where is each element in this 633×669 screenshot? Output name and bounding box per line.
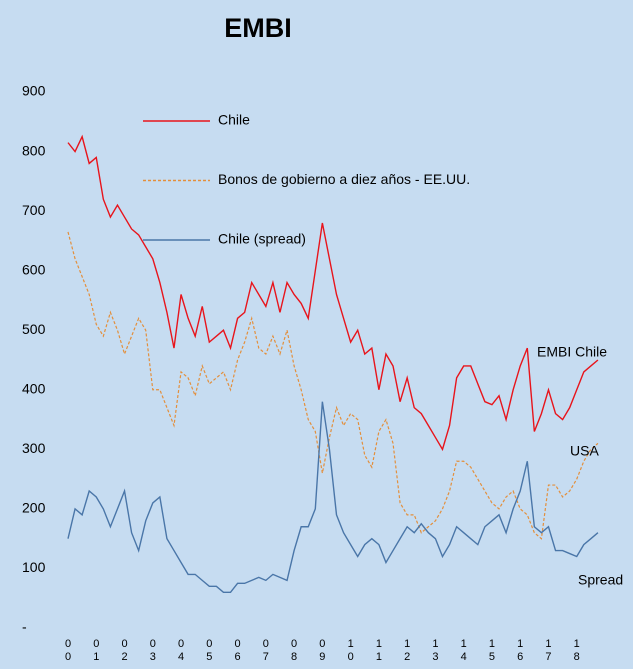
x-tick-label: 08 (288, 638, 301, 664)
x-tick-label: 16 (514, 638, 527, 664)
y-tick-label: 900 (22, 83, 46, 99)
y-tick-label: 400 (22, 380, 46, 396)
chart-title: EMBI (224, 13, 292, 43)
x-tick-label: 02 (118, 638, 131, 664)
x-tick-label: 05 (203, 638, 216, 664)
line-series (67, 401, 599, 593)
x-tick-label: 15 (485, 638, 498, 664)
y-tick-label: - (22, 619, 27, 635)
x-tick-label: 04 (175, 638, 188, 664)
x-tick-label: 07 (259, 638, 272, 664)
annotation: EMBI Chile (537, 344, 607, 360)
x-tick-label: 06 (231, 638, 244, 664)
x-tick-label: 00 (62, 638, 74, 664)
line-series (67, 134, 599, 452)
y-tick-label: 500 (22, 321, 46, 337)
y-tick-label: 600 (22, 261, 46, 277)
line-series (67, 231, 599, 540)
legend-label: Bonos de gobierno a diez años - EE.UU. (218, 171, 470, 187)
x-tick-label: 11 (372, 638, 385, 664)
x-tick-label: 17 (542, 638, 555, 664)
annotation: Spread (578, 572, 623, 588)
x-tick-label: 10 (344, 638, 357, 664)
y-tick-label: 200 (22, 500, 46, 516)
y-tick-label: 800 (22, 142, 46, 158)
x-tick-label: 03 (146, 638, 159, 664)
x-tick-label: 12 (401, 638, 414, 664)
x-tick-label: 14 (457, 638, 470, 664)
y-tick-label: 300 (22, 440, 46, 456)
legend-label: Chile (spread) (218, 231, 306, 247)
x-tick-label: 18 (570, 638, 583, 664)
x-tick-label: 09 (316, 638, 329, 664)
x-tick-label: 13 (429, 638, 442, 664)
y-tick-label: 700 (22, 202, 46, 218)
annotation: USA (570, 443, 599, 459)
y-tick-label: 100 (22, 559, 46, 575)
x-tick-label: 01 (90, 638, 103, 664)
legend-label: Chile (218, 112, 250, 128)
